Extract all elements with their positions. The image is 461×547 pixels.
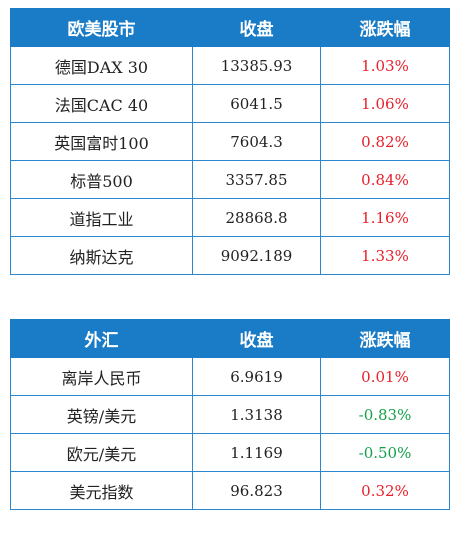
header-market: 欧美股市	[10, 8, 193, 47]
currency-pair-name: 离岸人民币	[10, 357, 193, 396]
table-header-row: 欧美股市 收盘 涨跌幅	[10, 8, 450, 47]
index-close: 7604.3	[192, 122, 321, 161]
table-row: 英镑/美元 1.3138 -0.83%	[10, 395, 450, 434]
index-change: 1.16%	[320, 198, 450, 237]
table-row: 道指工业 28868.8 1.16%	[10, 198, 450, 237]
table-row: 标普500 3357.85 0.84%	[10, 160, 450, 199]
index-name: 德国DAX 30	[10, 46, 193, 85]
index-change: 0.82%	[320, 122, 450, 161]
index-change: 0.84%	[320, 160, 450, 199]
index-close: 6041.5	[192, 84, 321, 123]
currency-close: 96.823	[192, 471, 321, 510]
index-close: 9092.189	[192, 236, 321, 275]
header-forex: 外汇	[10, 319, 193, 358]
index-name: 道指工业	[10, 198, 193, 237]
currency-close: 1.3138	[192, 395, 321, 434]
index-close: 3357.85	[192, 160, 321, 199]
header-close: 收盘	[192, 8, 321, 47]
table-row: 欧元/美元 1.1169 -0.50%	[10, 433, 450, 472]
table-row: 英国富时100 7604.3 0.82%	[10, 122, 450, 161]
header-close: 收盘	[192, 319, 321, 358]
index-name: 法国CAC 40	[10, 84, 193, 123]
table-row: 纳斯达克 9092.189 1.33%	[10, 236, 450, 275]
index-name: 英国富时100	[10, 122, 193, 161]
index-change: 1.03%	[320, 46, 450, 85]
index-close: 28868.8	[192, 198, 321, 237]
currency-change: 0.32%	[320, 471, 450, 510]
index-close: 13385.93	[192, 46, 321, 85]
currency-close: 6.9619	[192, 357, 321, 396]
index-change: 1.33%	[320, 236, 450, 275]
table-row: 法国CAC 40 6041.5 1.06%	[10, 84, 450, 123]
index-name: 标普500	[10, 160, 193, 199]
header-change: 涨跌幅	[320, 319, 450, 358]
header-change: 涨跌幅	[320, 8, 450, 47]
index-name: 纳斯达克	[10, 236, 193, 275]
index-change: 1.06%	[320, 84, 450, 123]
forex-table: 外汇 收盘 涨跌幅 离岸人民币 6.9619 0.01% 英镑/美元 1.313…	[10, 319, 450, 510]
currency-close: 1.1169	[192, 433, 321, 472]
currency-change: 0.01%	[320, 357, 450, 396]
currency-change: -0.50%	[320, 433, 450, 472]
table-row: 美元指数 96.823 0.32%	[10, 471, 450, 510]
currency-pair-name: 美元指数	[10, 471, 193, 510]
table-row: 离岸人民币 6.9619 0.01%	[10, 357, 450, 396]
european-us-stocks-table: 欧美股市 收盘 涨跌幅 德国DAX 30 13385.93 1.03% 法国CA…	[10, 8, 450, 275]
currency-change: -0.83%	[320, 395, 450, 434]
currency-pair-name: 英镑/美元	[10, 395, 193, 434]
table-row: 德国DAX 30 13385.93 1.03%	[10, 46, 450, 85]
currency-pair-name: 欧元/美元	[10, 433, 193, 472]
table-header-row: 外汇 收盘 涨跌幅	[10, 319, 450, 358]
